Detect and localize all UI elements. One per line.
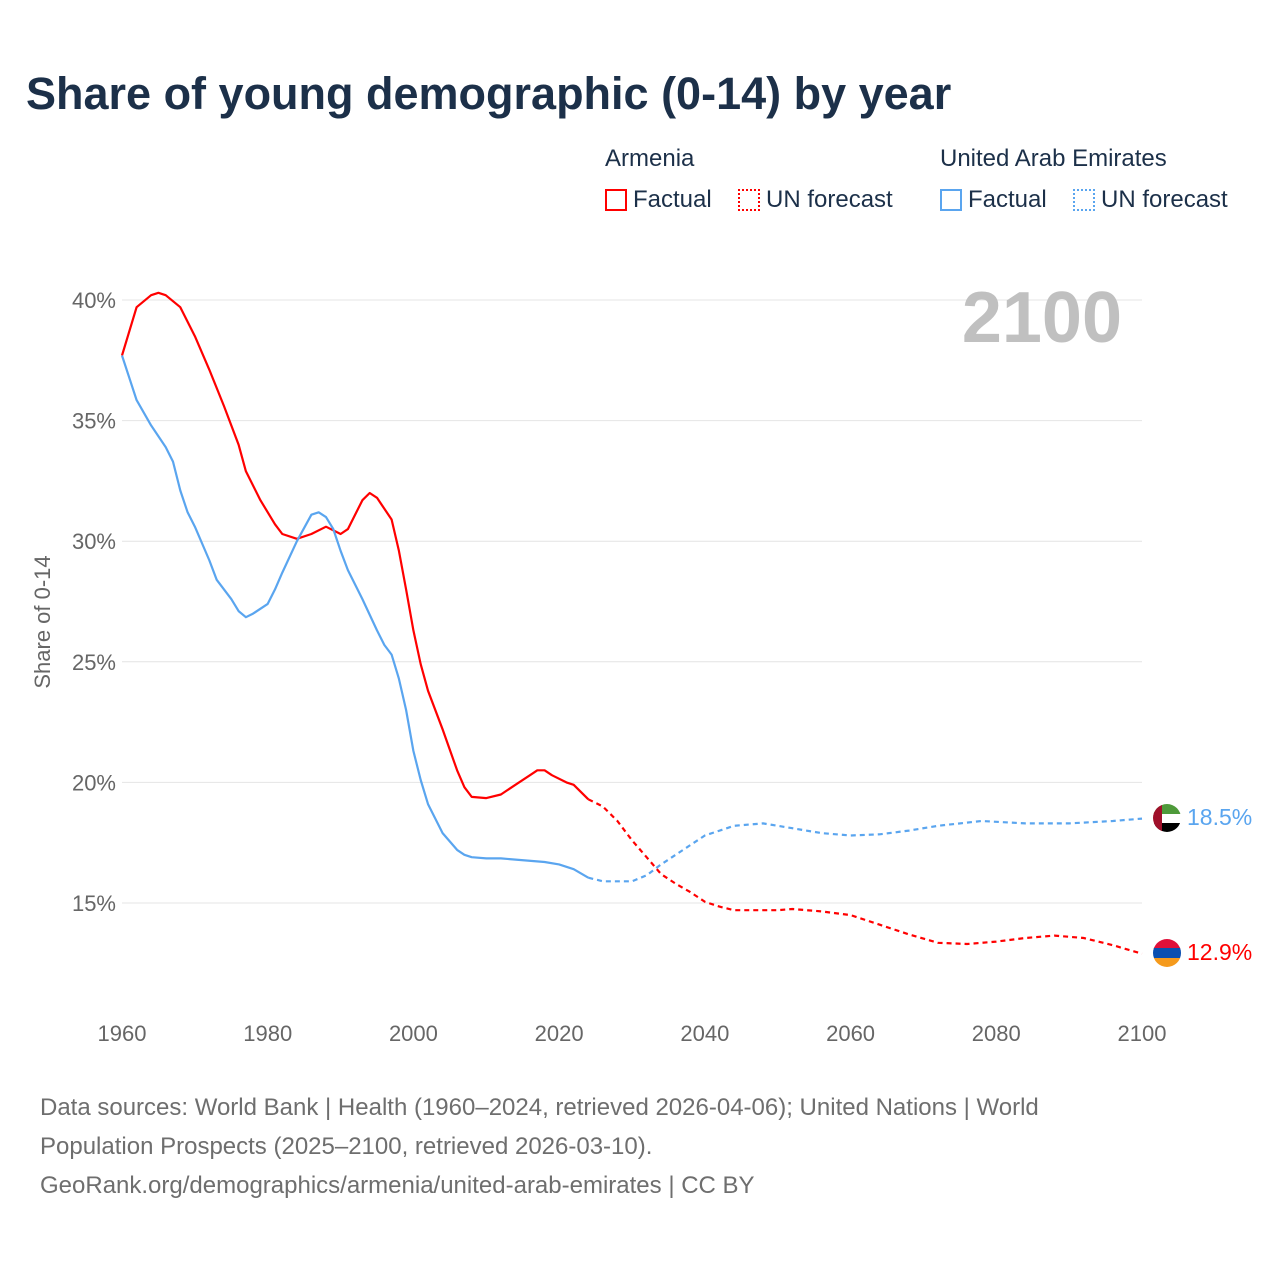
legend-label: Factual	[968, 186, 1047, 213]
x-tick-label: 1960	[98, 1021, 147, 1046]
armenia-factual-line	[120, 291, 590, 801]
x-tick-label: 2080	[972, 1021, 1021, 1046]
y-tick-label: 35%	[72, 409, 116, 434]
legend-uae-factual[interactable]: Factual	[940, 186, 1047, 214]
legend-swatch-dotted	[738, 189, 760, 211]
year-watermark: 2100	[962, 278, 1122, 358]
legend-uae-forecast[interactable]: UN forecast	[1073, 186, 1228, 214]
legend-swatch-solid	[940, 189, 962, 211]
y-tick-label: 25%	[72, 650, 116, 675]
y-tick-label: 40%	[72, 288, 116, 313]
armenia-flag-icon	[1153, 939, 1181, 967]
footer-sources: Data sources: World Bank | Health (1960–…	[40, 1094, 1039, 1121]
legend-armenia-forecast[interactable]: UN forecast	[738, 186, 893, 214]
y-axis-label: Share of 0-14	[30, 555, 55, 688]
footer-sources-cont: Population Prospects (2025–2100, retriev…	[40, 1133, 653, 1160]
legend-label: UN forecast	[766, 186, 893, 213]
x-tick-label: 2060	[826, 1021, 875, 1046]
legend-armenia-factual[interactable]: Factual	[605, 186, 712, 214]
legend-label: UN forecast	[1101, 186, 1228, 213]
legend-swatch-solid	[605, 189, 627, 211]
footer: Data sources: World Bank | Health (1960–…	[40, 1088, 1240, 1205]
y-tick-label: 15%	[72, 891, 116, 916]
x-tick-label: 2000	[389, 1021, 438, 1046]
uae-forecast-line	[588, 817, 1143, 883]
legend-label: Factual	[633, 186, 712, 213]
uae-end-label: 18.5%	[1187, 804, 1252, 830]
chart-title: Share of young demographic (0-14) by yea…	[26, 68, 952, 119]
legend-swatch-dotted	[1073, 189, 1095, 211]
uae-flag-icon	[1153, 804, 1181, 832]
x-tick-label: 2040	[680, 1021, 729, 1046]
x-tick-label: 2020	[535, 1021, 584, 1046]
x-tick-label: 2100	[1118, 1021, 1167, 1046]
footer-link[interactable]: GeoRank.org/demographics/armenia/united-…	[40, 1172, 755, 1199]
uae-factual-line	[120, 355, 589, 879]
y-tick-label: 20%	[72, 770, 116, 795]
legend-country-armenia: Armenia	[605, 145, 695, 172]
legend-country-uae: United Arab Emirates	[940, 145, 1167, 172]
y-tick-label: 30%	[72, 529, 116, 554]
armenia-end-label: 12.9%	[1187, 939, 1252, 965]
x-tick-label: 1980	[243, 1021, 292, 1046]
armenia-forecast-line	[587, 798, 1143, 955]
